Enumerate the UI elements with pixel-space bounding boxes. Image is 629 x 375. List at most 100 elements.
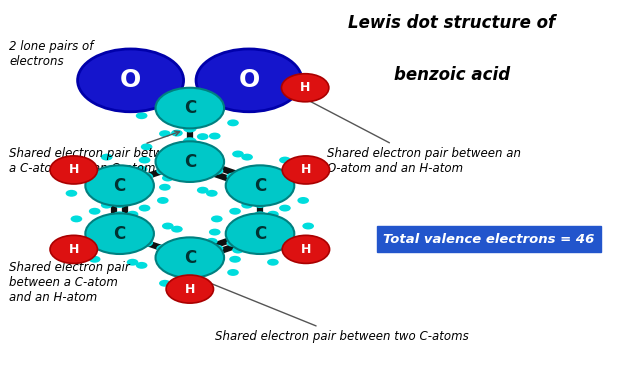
Circle shape	[166, 275, 213, 303]
Circle shape	[162, 223, 174, 230]
Circle shape	[157, 57, 172, 66]
Circle shape	[101, 154, 113, 160]
Circle shape	[298, 245, 309, 252]
Circle shape	[209, 244, 223, 253]
Circle shape	[183, 266, 197, 274]
Circle shape	[227, 269, 239, 276]
Circle shape	[101, 99, 116, 108]
Circle shape	[140, 239, 153, 247]
Circle shape	[183, 137, 197, 146]
Circle shape	[81, 241, 94, 249]
Circle shape	[162, 174, 174, 182]
Text: C: C	[184, 249, 196, 267]
Circle shape	[141, 90, 152, 97]
Text: H: H	[69, 164, 79, 177]
Circle shape	[183, 273, 197, 281]
Text: Shared electron pair between an
O-atom and an H-atom: Shared electron pair between an O-atom a…	[281, 86, 521, 175]
Circle shape	[281, 74, 329, 102]
Circle shape	[113, 211, 126, 219]
Circle shape	[282, 239, 295, 248]
Circle shape	[196, 49, 302, 112]
Circle shape	[160, 93, 174, 102]
Circle shape	[86, 213, 154, 254]
Text: O: O	[238, 68, 260, 92]
Circle shape	[298, 197, 309, 204]
Circle shape	[226, 165, 294, 206]
Circle shape	[145, 53, 160, 62]
Circle shape	[202, 89, 217, 98]
Text: C: C	[184, 99, 196, 117]
Circle shape	[171, 130, 183, 136]
Circle shape	[70, 167, 82, 174]
Circle shape	[206, 238, 218, 245]
Circle shape	[206, 190, 218, 197]
Circle shape	[267, 259, 279, 266]
Circle shape	[242, 154, 253, 160]
Circle shape	[183, 276, 197, 284]
Circle shape	[229, 208, 241, 215]
Circle shape	[139, 157, 150, 164]
Text: 2 lone pairs of
electrons: 2 lone pairs of electrons	[9, 40, 123, 83]
Circle shape	[113, 200, 126, 208]
Circle shape	[155, 237, 224, 278]
Circle shape	[227, 119, 239, 126]
Circle shape	[183, 124, 197, 132]
Circle shape	[286, 171, 299, 179]
Circle shape	[209, 133, 221, 140]
Circle shape	[65, 238, 77, 245]
Circle shape	[139, 205, 150, 212]
Circle shape	[136, 166, 147, 173]
Text: O: O	[120, 68, 141, 92]
Circle shape	[211, 216, 223, 222]
Text: Shared electron pair
between a C-atom
and an H-atom: Shared electron pair between a C-atom an…	[9, 254, 130, 305]
Circle shape	[226, 213, 294, 254]
Text: H: H	[185, 283, 195, 296]
Circle shape	[282, 172, 295, 180]
Circle shape	[136, 262, 147, 269]
Circle shape	[140, 172, 153, 181]
Circle shape	[220, 87, 233, 95]
Circle shape	[65, 190, 77, 197]
Text: Shared electron pair between two C-atoms: Shared electron pair between two C-atoms	[197, 278, 469, 343]
Circle shape	[282, 236, 330, 263]
Text: Total valence electrons = 46: Total valence electrons = 46	[384, 233, 595, 246]
Text: C: C	[113, 177, 126, 195]
Circle shape	[126, 211, 138, 218]
Circle shape	[157, 197, 169, 204]
Circle shape	[303, 223, 314, 230]
Circle shape	[141, 143, 152, 150]
Circle shape	[232, 150, 244, 158]
Text: Shared electron pair between
a C-atom and an O-atom: Shared electron pair between a C-atom an…	[9, 131, 184, 175]
Circle shape	[70, 216, 82, 222]
Circle shape	[156, 244, 170, 253]
Circle shape	[81, 171, 94, 179]
Circle shape	[253, 200, 267, 208]
Circle shape	[209, 229, 221, 236]
Circle shape	[242, 202, 253, 208]
Circle shape	[211, 167, 223, 174]
Text: C: C	[184, 153, 196, 171]
Circle shape	[282, 156, 330, 184]
Circle shape	[264, 79, 277, 87]
Circle shape	[210, 96, 225, 105]
Circle shape	[159, 184, 170, 191]
Text: H: H	[301, 243, 311, 256]
Circle shape	[50, 156, 97, 184]
Circle shape	[155, 88, 224, 128]
Circle shape	[226, 172, 240, 181]
Circle shape	[209, 167, 223, 175]
Circle shape	[154, 96, 169, 105]
Circle shape	[279, 205, 291, 212]
Circle shape	[279, 157, 291, 164]
Circle shape	[86, 165, 154, 206]
Text: C: C	[254, 177, 266, 195]
Circle shape	[146, 87, 160, 95]
Circle shape	[163, 89, 178, 98]
Text: C: C	[113, 225, 126, 243]
Circle shape	[264, 99, 279, 108]
Circle shape	[232, 97, 244, 104]
Circle shape	[267, 211, 279, 218]
Circle shape	[197, 133, 209, 140]
Circle shape	[155, 141, 224, 182]
Circle shape	[159, 130, 170, 137]
